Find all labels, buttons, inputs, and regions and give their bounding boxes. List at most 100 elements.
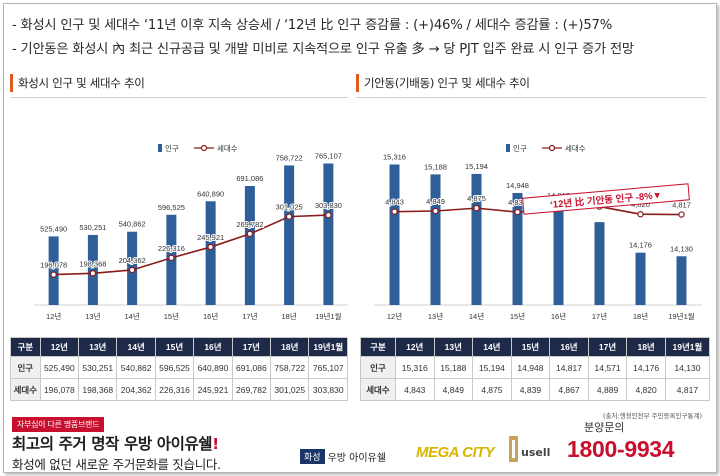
table-header-cell: 13년 <box>433 337 474 357</box>
x-tick-label: 13년 <box>85 311 100 321</box>
source-note: (출처:행정안전부 주민등록인구통계) <box>602 412 702 420</box>
table-header-cell: 18년 <box>270 337 310 357</box>
x-tick-label: 16년 <box>203 311 218 321</box>
bar-value-label: 640,890 <box>197 189 224 198</box>
legend-label-line: 세대수 <box>217 144 238 153</box>
x-tick-label: 16년 <box>551 311 566 321</box>
line-point <box>168 254 175 262</box>
line-point <box>325 211 332 219</box>
legend-label-line: 세대수 <box>565 144 586 153</box>
table-header-cell: 16년 <box>549 337 589 357</box>
table-row-label: 인구 <box>360 356 396 379</box>
table-header-cell: 19년1월 <box>664 337 711 357</box>
x-tick-label: 17년 <box>242 311 257 321</box>
bar-value-label: 14,176 <box>629 241 652 250</box>
x-tick-label: 15년 <box>164 311 179 321</box>
x-tick-label: 14년 <box>125 311 140 321</box>
table-header-cell: 12년 <box>394 337 435 357</box>
bar-value-label: 15,316 <box>383 152 406 161</box>
line-value-label: 301,025 <box>276 203 303 212</box>
line-point <box>514 208 521 216</box>
line-point <box>432 207 439 215</box>
line-point <box>285 213 293 220</box>
bar <box>594 222 605 305</box>
chart-right-divider <box>356 97 706 98</box>
slogan-sub: 화성에 없던 새로운 주거문화를 짓습니다. <box>12 457 221 472</box>
table-cell: 540,862 <box>116 356 156 379</box>
legend-marker <box>548 144 556 152</box>
x-tick-label: 15년 <box>510 311 525 321</box>
x-tick-label: 17년 <box>592 311 607 321</box>
table-header-cell: 구분 <box>10 337 41 357</box>
table-cell: 269,782 <box>231 378 272 401</box>
table-cell: 4,843 <box>394 378 435 401</box>
table-cell: 14,948 <box>510 356 551 379</box>
table-row: 인구 525,490 530,251 540,862 596,525 640,890 691… <box>10 356 348 379</box>
legend-marker <box>200 144 208 152</box>
table-cell: 4,820 <box>626 378 666 401</box>
table-cell: 4,875 <box>472 378 512 401</box>
line-point <box>207 243 214 251</box>
table-header-cell: 15년 <box>154 337 195 357</box>
table-cell: 303,830 <box>308 378 348 401</box>
bar <box>389 164 400 305</box>
series-line <box>53 214 329 276</box>
bar-value-label: 540,862 <box>119 220 146 229</box>
chart-left: 인구 세대수 525,490 12년 530,251 13년 540,862 14년 596,5… <box>34 143 348 321</box>
table-cell: 14,176 <box>626 356 666 379</box>
line-value-label: 226,316 <box>158 244 185 253</box>
table-cell: 691,086 <box>231 356 272 379</box>
table-header-cell: 14년 <box>472 337 512 357</box>
line-value-label: 4,849 <box>426 197 445 206</box>
bar-value-label: 596,525 <box>158 203 185 212</box>
table-cell: 14,817 <box>549 356 589 379</box>
line-value-label: 4,820 <box>631 200 650 209</box>
x-tick-label: 18년 <box>282 311 297 321</box>
table-header-cell: 15년 <box>510 337 551 357</box>
table-cell: 15,188 <box>433 356 474 379</box>
population-table-gian: 구분 12년 13년 14년 15년 16년 17년 18년 19년1월 인구 15,316 15,1… <box>360 337 711 401</box>
line-value-label: 303,830 <box>315 201 342 210</box>
brand-name: 우방 아이유쉘 <box>327 453 386 464</box>
chart-right-title: 기안동(기배동) 인구 및 세대수 추이 <box>356 74 530 92</box>
bar <box>512 192 523 305</box>
bar <box>635 252 646 305</box>
bar-value-label: 14,130 <box>670 244 693 253</box>
line-point <box>678 211 685 218</box>
brand-badge: 자부심이 다른 명품브랜드 <box>12 417 105 432</box>
line-point <box>246 230 254 238</box>
table-header-cell: 17년 <box>231 337 272 357</box>
table-cell: 14,130 <box>664 356 711 379</box>
line-value-label: 4,817 <box>672 201 691 210</box>
x-tick-label: 19년1월 <box>668 311 694 321</box>
bar <box>244 186 255 305</box>
table-cell: 226,316 <box>154 378 195 401</box>
table-cell: 596,525 <box>154 356 195 379</box>
bar <box>87 234 98 305</box>
chart-legend: 인구 세대수 <box>506 143 586 153</box>
line-point <box>128 266 136 274</box>
table-cell: 530,251 <box>78 356 118 379</box>
table-cell: 204,362 <box>116 378 156 401</box>
table-row-label: 세대수 <box>10 378 41 401</box>
table-cell: 198,368 <box>78 378 118 401</box>
bar <box>676 256 687 305</box>
legend-swatch-bar <box>506 144 510 152</box>
table-header-row: 구분 12년 13년 14년 15년 16년 17년 18년 19년1월 <box>10 337 348 357</box>
table-cell: 4,867 <box>549 378 589 401</box>
bar-value-label: 525,490 <box>40 224 67 233</box>
table-header-cell: 18년 <box>626 337 666 357</box>
headline-1: - 화성시 인구 및 세대수 ‘11년 이후 지속 상승세 / ‘12년 比 인… <box>12 18 613 33</box>
bar <box>553 203 564 305</box>
chart-right: 인구 세대수 15,316 12년 15,188 13년 15,194 14년 14,948 15… <box>374 143 702 321</box>
table-cell: 4,817 <box>664 378 711 401</box>
x-tick-label: 13년 <box>428 311 443 321</box>
line-point <box>89 270 97 277</box>
bar-value-label: 530,251 <box>79 223 106 232</box>
mega-city-logo: MEGA CITY <box>416 444 495 461</box>
table-header-cell: 12년 <box>39 337 80 357</box>
line-point <box>391 208 398 215</box>
line-value-label: 4,843 <box>385 198 404 207</box>
x-tick-label: 19년1월 <box>315 311 341 321</box>
table-cell: 4,889 <box>587 378 628 401</box>
